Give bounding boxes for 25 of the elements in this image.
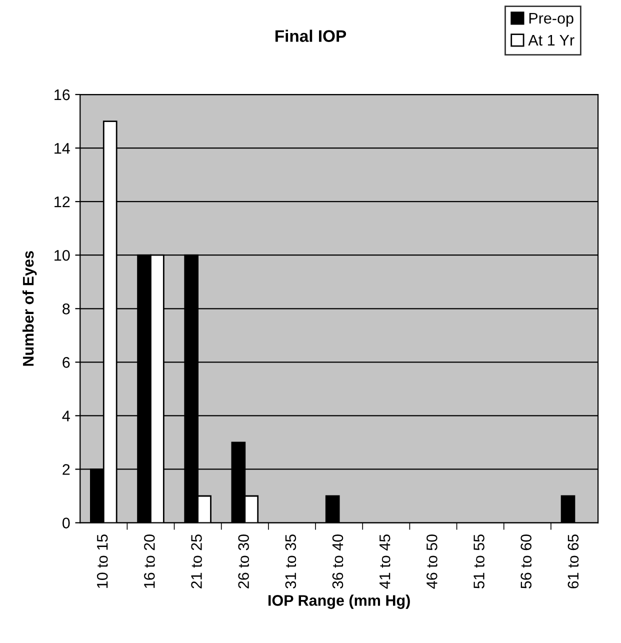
y-tick-label: 12	[54, 196, 70, 208]
y-tick-label: 16	[54, 89, 70, 100]
chart-title: Final IOP	[276, 30, 346, 42]
x-tick-label: 61 to 65	[568, 534, 579, 588]
x-tick-label: 51 to 55	[474, 534, 484, 588]
y-tick-label: 8	[62, 304, 70, 314]
x-tick-label: 16 to 20	[144, 534, 155, 588]
x-tick-label: 36 to 40	[332, 534, 344, 588]
legend-label: Pre-op	[529, 13, 574, 27]
y-tick-label: 2	[62, 464, 70, 475]
x-tick-label: 10 to 15	[96, 534, 108, 588]
legend-label: At 1 Yr	[528, 34, 574, 46]
y-tick-label: 4	[62, 410, 70, 422]
y-tick-label: 10	[54, 250, 70, 261]
x-tick-label: 26 to 30	[238, 534, 249, 588]
y-tick-label: 0	[62, 518, 70, 528]
x-tick-label: 56 to 60	[520, 534, 532, 588]
x-tick-label: 21 to 25	[191, 534, 202, 588]
y-tick-label: 6	[62, 357, 70, 368]
x-tick-label: 46 to 50	[426, 534, 438, 589]
x-axis-title: IOP Range (mm Hg)	[268, 594, 410, 609]
x-tick-label: 31 to 35	[285, 534, 296, 588]
y-tick-label: 14	[54, 143, 70, 154]
y-axis-title: Number of Eyes	[22, 251, 37, 366]
x-tick-label: 41 to 45	[380, 534, 390, 589]
